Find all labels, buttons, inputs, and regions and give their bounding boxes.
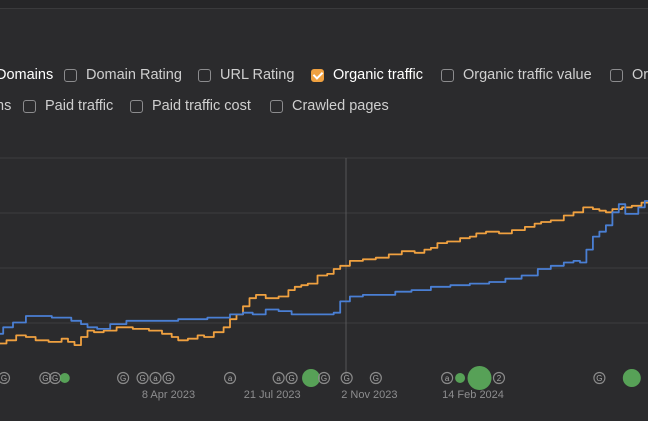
option-label: Paid traffic cost <box>152 98 251 114</box>
event-dot[interactable] <box>455 373 466 383</box>
option-label: ns <box>0 98 12 114</box>
event-marker[interactable]: G <box>340 371 353 385</box>
event-marker[interactable]: G <box>117 371 130 385</box>
option-label: URL Rating <box>220 67 295 83</box>
event-marker-label: a <box>228 374 233 383</box>
event-marker[interactable]: G <box>285 371 298 385</box>
event-marker-ring <box>162 371 175 385</box>
checkbox-checked[interactable] <box>311 68 324 82</box>
event-marker[interactable]: G <box>39 371 52 385</box>
event-marker-ring <box>492 371 506 385</box>
series-line-organic-traffic <box>0 201 648 346</box>
option-truncated-left[interactable]: ns <box>0 98 11 114</box>
top-bar <box>0 0 648 9</box>
event-marker-label: a <box>445 374 450 383</box>
event-marker-label: G <box>288 374 294 383</box>
event-marker[interactable]: a <box>441 371 454 385</box>
event-dot[interactable] <box>467 366 492 390</box>
event-marker-ring <box>340 371 353 385</box>
checkbox[interactable] <box>64 68 77 82</box>
event-marker-label: G <box>1 374 7 383</box>
option-label: Crawled pages <box>292 98 389 114</box>
event-marker-label: a <box>153 374 158 383</box>
option-label: Or <box>632 67 648 83</box>
event-marker[interactable]: G <box>162 371 175 385</box>
event-marker-ring <box>117 371 130 385</box>
event-marker[interactable]: G <box>48 371 62 385</box>
checkbox[interactable] <box>270 99 283 113</box>
event-marker[interactable]: G <box>317 371 331 385</box>
option-organic-traffic[interactable]: Organic traffic <box>311 67 423 83</box>
series-line-blue-metric <box>0 200 648 335</box>
option-truncated[interactable]: Or <box>610 67 648 83</box>
checkbox[interactable] <box>610 68 623 82</box>
event-marker[interactable]: a <box>149 371 162 385</box>
option-label: Organic traffic value <box>463 67 592 83</box>
x-tick-label: 14 Feb 2024 <box>442 389 504 401</box>
event-marker-label: G <box>344 374 350 383</box>
event-marker-label: G <box>42 374 48 383</box>
checkbox[interactable] <box>198 68 211 82</box>
event-marker[interactable]: G <box>0 371 11 385</box>
option-url-rating[interactable]: URL Rating <box>198 67 294 83</box>
event-marker-label: 2 <box>497 374 502 383</box>
checkbox[interactable] <box>130 99 143 113</box>
option-label: Paid traffic <box>45 98 114 114</box>
event-marker-ring <box>223 371 237 385</box>
chart-grid <box>0 157 648 324</box>
option-label: Organic traffic <box>333 67 423 83</box>
event-marker-label: G <box>52 374 58 383</box>
event-marker-label: G <box>596 374 602 383</box>
x-axis-ticks: 8 Apr 2023 21 Jul 2023 2 Nov 2023 14 Feb 20… <box>142 389 504 401</box>
event-marker[interactable]: a <box>223 371 237 385</box>
event-dot[interactable] <box>302 369 321 387</box>
event-marker-ring <box>149 371 162 385</box>
checkbox[interactable] <box>441 68 454 82</box>
event-marker[interactable]: G <box>136 371 149 385</box>
option-organic-traffic-value[interactable]: Organic traffic value <box>441 67 592 83</box>
event-marker-ring <box>39 371 52 385</box>
option-crawled-pages[interactable]: Crawled pages <box>270 98 389 114</box>
event-marker-label: a <box>276 374 281 383</box>
chart-series <box>0 200 648 346</box>
option-paid-traffic[interactable]: Paid traffic <box>23 98 113 114</box>
event-dot[interactable] <box>59 373 70 383</box>
event-marker-ring <box>593 371 606 385</box>
option-paid-traffic-cost[interactable]: Paid traffic cost <box>130 98 251 114</box>
event-marker-ring <box>0 371 11 385</box>
event-marker[interactable]: 2 <box>492 371 506 385</box>
option-label: Domain Rating <box>86 67 182 83</box>
event-marker-ring <box>317 371 331 385</box>
x-tick-label: 21 Jul 2023 <box>244 389 301 401</box>
event-marker-ring <box>136 371 149 385</box>
event-marker[interactable]: G <box>369 371 382 385</box>
event-marker-label: G <box>139 374 145 383</box>
event-marker-label: G <box>165 374 171 383</box>
event-marker-ring <box>369 371 382 385</box>
event-marker[interactable]: G <box>593 371 606 385</box>
event-marker-label: G <box>120 374 126 383</box>
event-marker[interactable]: a <box>272 371 285 385</box>
option-domain-rating[interactable]: Domain Rating <box>64 67 182 83</box>
event-marker-ring <box>441 371 454 385</box>
checkbox[interactable] <box>23 99 36 113</box>
event-marker-ring <box>285 371 298 385</box>
event-marker-ring <box>272 371 285 385</box>
x-tick-label: 8 Apr 2023 <box>142 389 195 401</box>
event-marker-label: G <box>321 374 327 383</box>
option-referring-domains[interactable]: Domains <box>0 67 53 83</box>
option-label: Domains <box>0 67 54 83</box>
event-marker-label: G <box>373 374 379 383</box>
event-dot[interactable] <box>622 369 641 387</box>
x-tick-label: 2 Nov 2023 <box>341 389 397 401</box>
